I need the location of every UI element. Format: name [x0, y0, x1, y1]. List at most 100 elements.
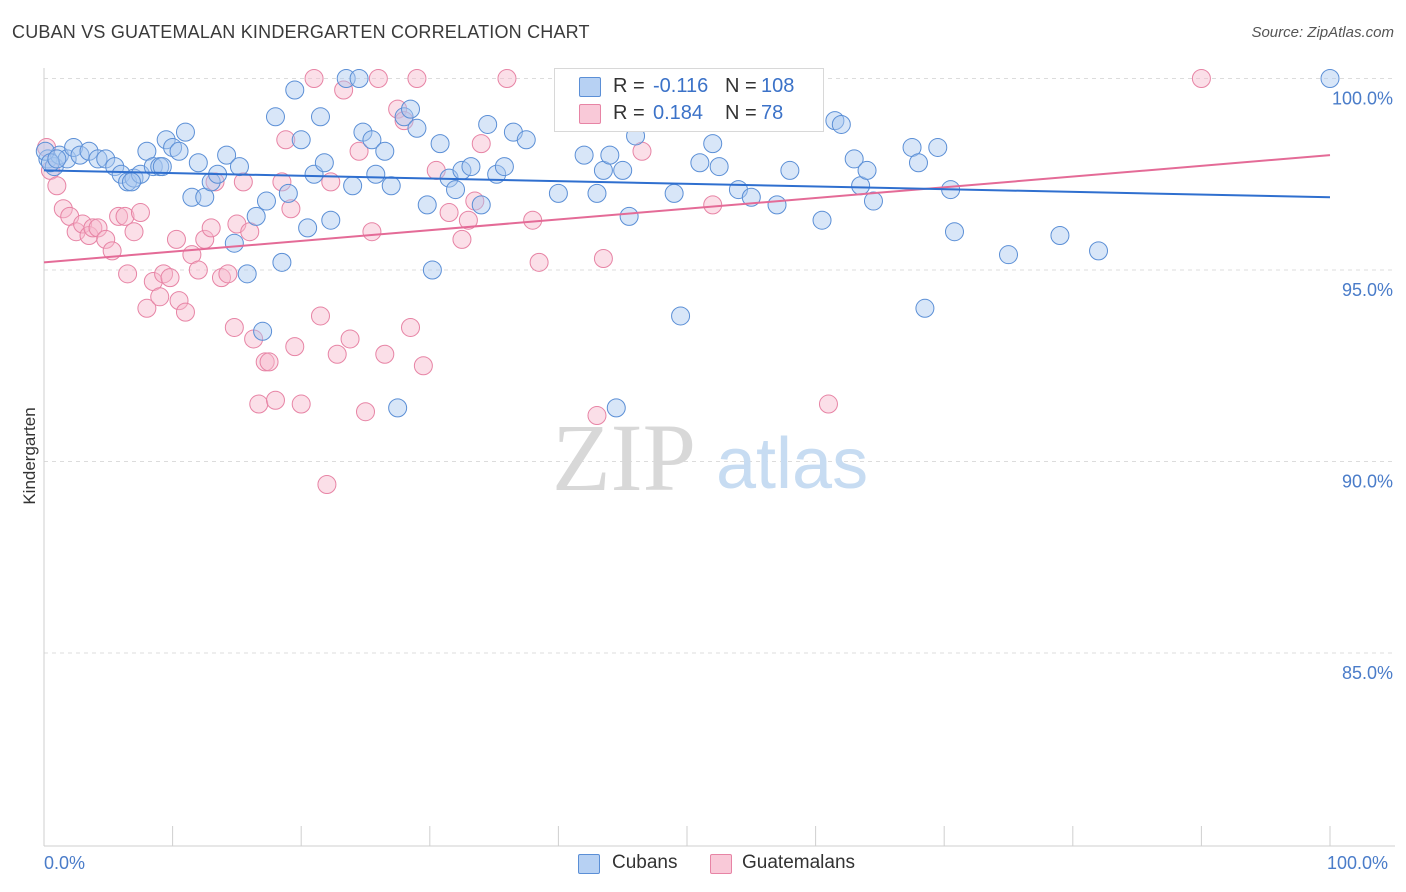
cubans-point-32: [256, 191, 276, 211]
cubans-point-29: [237, 264, 257, 284]
cubans-point-49: [375, 141, 395, 161]
guatemalans-point-21: [160, 268, 180, 288]
cubans-point-89: [844, 149, 864, 169]
guatemalans-point-61: [407, 69, 427, 88]
guatemalans-point-60: [401, 317, 421, 337]
cubans-point-47: [362, 130, 382, 150]
legend-row-guatemalans: R = 0.184 N = 78: [555, 100, 823, 128]
cubans-point-59: [446, 180, 466, 200]
guatemalans-point-17: [137, 298, 157, 318]
cubans-point-86: [812, 210, 832, 230]
guatemalans-point-19: [150, 287, 170, 307]
y-tick-label-100: 100.0%: [1332, 89, 1393, 109]
cubans-point-55: [417, 195, 437, 215]
cubans-point-78: [671, 306, 691, 326]
cubans-point-62: [471, 195, 491, 215]
y-tick-label-85: 85.0%: [1342, 663, 1393, 683]
cubans-point-106: [121, 172, 141, 192]
guatemalans-r-label: R =: [613, 102, 645, 124]
cubans-point-53: [401, 99, 421, 119]
trend-lines: [43, 154, 1331, 264]
guatemalans-point-10: [96, 229, 116, 249]
cubans-point-37: [291, 130, 311, 150]
cubans-point-88: [831, 114, 851, 134]
guatemalans-point-62: [413, 356, 433, 376]
cubans-point-56: [422, 260, 442, 280]
cubans-point-63: [478, 114, 498, 134]
guatemalans-point-14: [118, 264, 138, 284]
cubans-point-73: [606, 398, 626, 418]
guatemalans-point-53: [349, 141, 369, 161]
cubans-point-51: [388, 398, 408, 418]
guatemalans-point-40: [265, 390, 285, 410]
cubans-trend-line: [43, 169, 1331, 199]
cubans-r-value: -0.116: [653, 75, 709, 97]
cubans-point-38: [298, 218, 318, 238]
guatemalans-point-8: [83, 218, 103, 238]
cubans-point-33: [265, 107, 285, 127]
axes: [43, 68, 1395, 847]
cubans-point-34: [272, 252, 292, 272]
cubans-point-107: [152, 157, 172, 177]
cubans-point-85: [780, 160, 800, 180]
guatemalans-point-6: [73, 214, 93, 234]
guatemalans-point-26: [188, 260, 208, 280]
bottom-guatemalans-label: Guatemalans: [742, 852, 856, 873]
guatemalans-point-50: [327, 344, 347, 364]
cubans-point-72: [600, 145, 620, 165]
guatemalans-point-22: [166, 229, 186, 249]
y-tick-label-95: 95.0%: [1342, 280, 1393, 300]
cubans-point-98: [944, 222, 964, 242]
cubans-point-70: [587, 183, 607, 203]
guatemalans-point-42: [276, 130, 296, 150]
guatemalans-point-54: [356, 402, 375, 422]
y-tick-label-90: 90.0%: [1342, 472, 1393, 492]
guatemalans-point-65: [452, 229, 472, 249]
guatemalans-point-16: [130, 203, 150, 223]
guatemalans-point-37: [249, 394, 269, 414]
guatemalans-point-24: [175, 302, 195, 322]
guatemalans-point-52: [340, 329, 360, 349]
cubans-point-61: [461, 157, 481, 177]
x-tick-marks: [43, 826, 1331, 846]
cubans-point-77: [664, 183, 684, 203]
bottom-cubans-label: Cubans: [612, 852, 678, 873]
cubans-point-17: [156, 130, 176, 150]
cubans-n-label: N =: [725, 75, 757, 97]
guatemalans-point-9: [88, 218, 108, 238]
cubans-point-31: [253, 321, 273, 341]
guatemalans-point-45: [291, 394, 311, 414]
guatemalans-n-label: N =: [725, 102, 757, 124]
cubans-point-22: [188, 153, 208, 173]
cubans-point-75: [619, 206, 639, 226]
guatemalans-point-31: [218, 264, 238, 284]
cubans-point-50: [381, 176, 401, 196]
cubans-point-41: [314, 153, 334, 173]
guatemalans-point-41: [272, 172, 292, 192]
cubans-point-48: [366, 164, 386, 184]
x-tick-label-min: 0.0%: [44, 853, 85, 873]
guatemalans-point-68: [471, 134, 491, 154]
cubans-point-96: [928, 137, 948, 157]
guatemalans-point-23: [169, 291, 189, 311]
watermark-atlas: atlas: [716, 424, 868, 504]
cubans-point-83: [741, 187, 761, 207]
guatemalans-point-77: [1191, 69, 1211, 88]
cubans-point-7: [88, 149, 108, 169]
cubans-point-100: [1050, 226, 1070, 246]
cubans-point-4: [64, 137, 84, 157]
guatemalans-point-66: [458, 210, 478, 230]
guatemalans-point-73: [593, 249, 613, 269]
guatemalans-r-value: 0.184: [653, 102, 704, 124]
guatemalans-point-39: [259, 352, 279, 372]
guatemalans-point-15: [124, 222, 144, 242]
guatemalans-point-72: [587, 406, 607, 426]
guatemalans-point-44: [285, 337, 305, 357]
guatemalans-point-2: [47, 176, 67, 196]
cubans-n-value: 108: [761, 75, 795, 97]
cubans-point-28: [229, 157, 249, 177]
guatemalans-point-55: [362, 222, 382, 242]
guatemalans-point-71: [529, 252, 549, 272]
cubans-point-102: [1320, 69, 1340, 88]
source-credit[interactable]: Source: ZipAtlas.com: [1251, 24, 1394, 41]
